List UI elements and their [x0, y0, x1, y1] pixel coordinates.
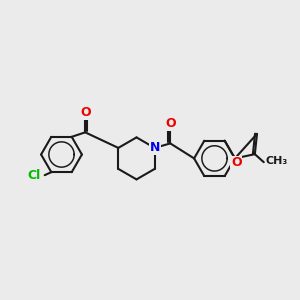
Text: CH₃: CH₃	[265, 156, 287, 166]
Text: O: O	[80, 106, 91, 119]
Text: O: O	[165, 117, 175, 130]
Text: N: N	[150, 141, 160, 154]
Text: O: O	[231, 156, 242, 170]
Text: Cl: Cl	[27, 169, 40, 182]
